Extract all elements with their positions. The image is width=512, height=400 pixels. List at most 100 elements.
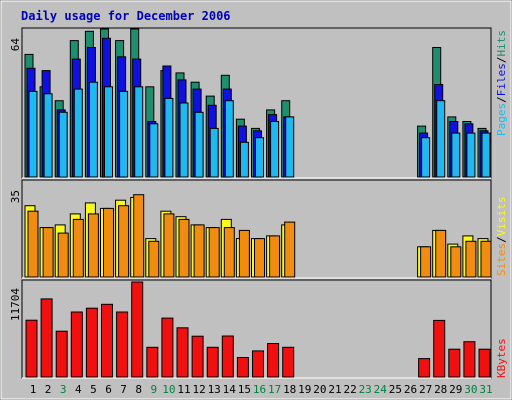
x-tick-label-day-14: 14: [223, 383, 237, 396]
pages-bar-day-1: [28, 90, 38, 178]
sites-bar-day-7: [118, 205, 130, 278]
pages-bar-day-10: [164, 97, 174, 178]
kbytes-bar-day-1: [25, 319, 38, 378]
legend-visits: Visits: [495, 197, 508, 237]
sites-bar-day-30: [465, 240, 477, 278]
x-tick-label-day-22: 22: [343, 383, 356, 396]
pages-bar-day-11: [179, 102, 189, 178]
x-tick-label-day-18: 18: [283, 383, 296, 396]
pages-bar-day-31: [481, 132, 491, 178]
kbytes-bar-day-27: [418, 358, 431, 378]
pages-bar-day-4: [73, 88, 83, 178]
sites-bar-day-29: [450, 246, 462, 278]
sites-bar-day-17: [269, 235, 281, 278]
pages-bar-day-14: [224, 100, 234, 178]
legend-visits-sites: Sites/Visits: [495, 197, 508, 277]
x-tick-label-day-23: 23: [359, 383, 372, 396]
kbytes-bar-day-18: [282, 346, 295, 378]
x-tick-label-day-3: 3: [60, 383, 67, 396]
kbytes-bar-day-29: [448, 348, 461, 378]
x-tick-label-day-16: 16: [253, 383, 266, 396]
sites-bar-day-5: [87, 213, 99, 278]
kbytes-bar-day-28: [433, 319, 446, 378]
kbytes-bar-day-13: [206, 346, 219, 378]
kbytes-bar-day-31: [478, 348, 491, 378]
x-tick-label-day-7: 7: [120, 383, 127, 396]
x-tick-label-day-2: 2: [45, 383, 52, 396]
pages-bar-day-30: [466, 132, 476, 178]
legend-sep-3: /: [495, 236, 508, 243]
kbytes-bar-day-11: [176, 327, 189, 378]
sites-bar-day-31: [480, 240, 492, 278]
sites-bar-day-12: [193, 224, 205, 278]
sites-bar-day-27: [420, 246, 432, 278]
kbytes-bar-day-6: [101, 303, 113, 378]
sites-bar-day-4: [72, 218, 84, 278]
pages-bar-day-16: [255, 137, 264, 178]
kbytes-bar-day-12: [191, 335, 204, 378]
x-tick-label-day-25: 25: [389, 383, 402, 396]
pages-bar-day-3: [58, 111, 68, 178]
sites-bar-day-9: [148, 240, 160, 278]
kbytes-bar-day-9: [146, 346, 159, 378]
sites-bar-day-2: [42, 227, 54, 278]
pages-bar-day-12: [194, 111, 204, 178]
pages-bar-day-5: [88, 81, 98, 178]
legend-kbytes: KBytes: [495, 338, 508, 378]
kbytes-bar-day-10: [161, 317, 174, 378]
kbytes-bar-day-7: [116, 311, 129, 378]
sites-bar-day-28: [435, 229, 447, 278]
x-tick-label-day-15: 15: [238, 383, 251, 396]
pages-bar-day-2: [43, 93, 53, 178]
x-tick-label-day-6: 6: [105, 383, 112, 396]
kbytes-bar-day-5: [85, 307, 98, 378]
x-tick-label-day-20: 20: [313, 383, 326, 396]
sites-bar-day-8: [133, 194, 145, 278]
kbytes-ymax-label: 11704: [9, 288, 22, 321]
x-tick-label-day-30: 30: [464, 383, 477, 396]
kbytes-bar-day-3: [55, 330, 68, 378]
kbytes-bar-day-16: [252, 350, 264, 378]
sites-bar-day-10: [163, 213, 175, 278]
x-axis-labels: 1 2 3 4 5 6 7 8 9 10 11 12 13 14 15 16 17 18 19 20 21 22 23 24 2…: [30, 383, 493, 396]
legend-hits: Hits: [495, 30, 508, 57]
legend-files: Files: [495, 63, 508, 96]
pages-bar-day-29: [451, 132, 461, 178]
kbytes-bar-day-30: [463, 341, 476, 378]
x-tick-label-day-19: 19: [298, 383, 311, 396]
kbytes-bar-day-2: [40, 298, 53, 378]
pages-bar-day-8: [134, 86, 144, 178]
x-tick-label-day-1: 1: [30, 383, 37, 396]
x-tick-label-day-9: 9: [150, 383, 157, 396]
visits-ymax-label: 35: [9, 190, 22, 203]
x-tick-label-day-29: 29: [449, 383, 462, 396]
x-tick-label-day-21: 21: [328, 383, 341, 396]
legend-sep-2: /: [495, 57, 508, 64]
bars-layer: [24, 28, 492, 378]
pages-bar-day-13: [209, 127, 219, 178]
sites-bar-day-11: [178, 218, 190, 278]
kbytes-bar-day-17: [267, 343, 280, 378]
kbytes-bar-day-15: [236, 357, 249, 378]
x-tick-label-day-27: 27: [419, 383, 432, 396]
pages-bar-day-7: [119, 90, 129, 178]
sites-bar-day-18: [284, 221, 296, 278]
x-tick-label-day-5: 5: [90, 383, 97, 396]
legend-sites: Sites: [495, 243, 508, 276]
x-tick-label-day-17: 17: [268, 383, 281, 396]
pages-bar-day-17: [270, 121, 280, 178]
x-tick-label-day-10: 10: [162, 383, 175, 396]
hits-ymax-label: 64: [9, 38, 22, 52]
chart-title: Daily usage for December 2006: [21, 9, 231, 23]
x-tick-label-day-4: 4: [75, 383, 82, 396]
legend-sep-1: /: [495, 96, 508, 103]
sites-bar-day-14: [223, 227, 235, 278]
legend-pages: Pages: [495, 103, 508, 136]
pages-bar-day-15: [239, 141, 249, 178]
sites-bar-day-6: [103, 207, 114, 278]
x-tick-label-day-13: 13: [208, 383, 221, 396]
pages-bar-day-27: [421, 137, 431, 178]
sites-bar-day-3: [57, 232, 69, 278]
